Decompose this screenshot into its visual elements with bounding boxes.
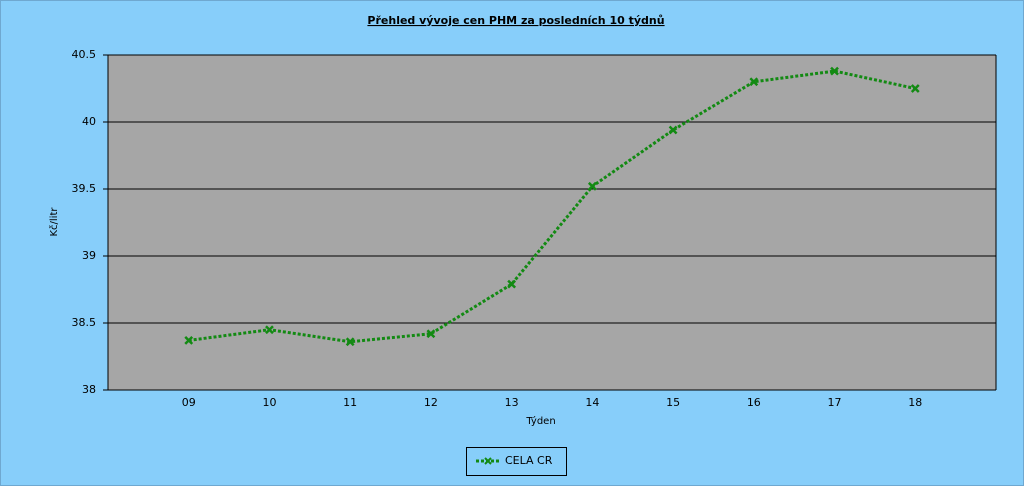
chart-title: Přehled vývoje cen PHM za posledních 10 … — [367, 14, 664, 27]
plot-area — [108, 55, 996, 390]
marker — [587, 181, 597, 191]
marker — [345, 337, 355, 347]
y-tick-label: 38 — [82, 383, 96, 396]
legend-marker — [484, 457, 492, 465]
x-tick-label: 16 — [747, 396, 761, 409]
marker — [668, 125, 678, 135]
series-line — [188, 69, 916, 344]
x-tick-label: 09 — [182, 396, 196, 409]
marker — [507, 279, 517, 289]
y-tick-label: 39.5 — [72, 182, 97, 195]
marker — [184, 336, 194, 345]
x-tick-label: 13 — [505, 396, 519, 409]
y-axis-label: Kč/litr — [48, 207, 60, 237]
x-tick-label: 14 — [585, 396, 599, 409]
x-axis-label: Týden — [525, 415, 555, 427]
marker — [265, 325, 274, 335]
x-tick-label: 17 — [828, 396, 842, 409]
x-tick-label: 12 — [424, 396, 438, 409]
marker — [426, 329, 436, 339]
x-tick-label: 18 — [908, 396, 922, 409]
x-tick-label: 11 — [343, 396, 357, 409]
y-tick-label: 39 — [82, 249, 96, 262]
y-tick-label: 40 — [82, 115, 96, 128]
marker — [830, 66, 839, 76]
x-tick-label: 15 — [666, 396, 680, 409]
y-tick-label: 38.5 — [72, 316, 97, 329]
marker — [910, 84, 920, 93]
marker — [749, 77, 759, 87]
legend-label: CELA CR — [505, 454, 553, 467]
y-tick-label: 40.5 — [72, 48, 97, 61]
x-tick-label: 10 — [262, 396, 276, 409]
